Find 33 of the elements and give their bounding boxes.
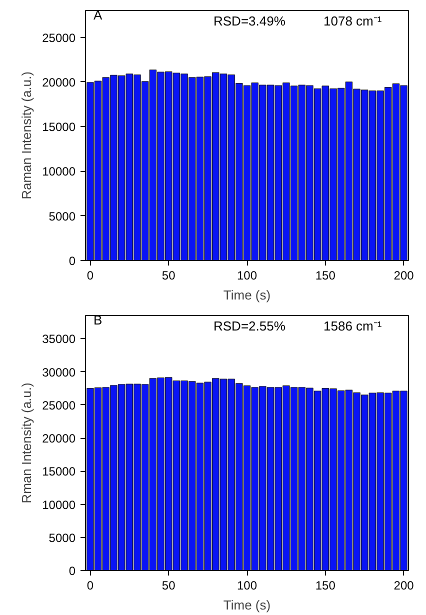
annotation: A (94, 8, 102, 22)
y-tick-label: 30000 (42, 365, 76, 380)
x-tick-label: 200 (394, 268, 414, 282)
y-tick-label: 5000 (48, 530, 76, 545)
x-axis-title: Time (s) (223, 598, 271, 612)
y-tick-label: 25000 (42, 398, 76, 412)
x-tick-label: 150 (315, 578, 336, 592)
y-tick-label: 35000 (42, 332, 76, 346)
annotation: 1586 cm⁻¹ (324, 318, 382, 334)
y-tick-label: 10000 (42, 498, 76, 512)
annotation: RSD=3.49% (214, 14, 286, 28)
y-tick-label: 10000 (42, 164, 76, 179)
y-axis-title: Rman Intensity (a.u.) (19, 382, 34, 504)
y-tick-label: 5000 (48, 209, 76, 224)
x-tick-label: 100 (236, 268, 258, 282)
x-axis-title: Time (s) (223, 288, 271, 302)
annotation: RSD=2.55% (214, 318, 286, 334)
y-tick-label: 20000 (42, 432, 76, 446)
x-tick-label: 0 (86, 578, 94, 592)
y-tick-label: 20000 (42, 75, 76, 90)
x-tick-label: 0 (86, 268, 94, 282)
annotation: 1078 cm⁻¹ (324, 14, 382, 28)
x-tick-label: 50 (162, 268, 176, 282)
y-tick-label: 25000 (42, 30, 76, 45)
y-axis-title: Raman Intensity (a.u.) (19, 72, 34, 200)
x-tick-label: 150 (315, 268, 336, 282)
y-tick-label: 15000 (42, 464, 76, 479)
y-tick-label: 0 (68, 564, 76, 578)
y-tick-label: 0 (68, 254, 76, 268)
x-tick-label: 50 (162, 578, 176, 592)
x-tick-label: 100 (236, 578, 258, 592)
y-tick-label: 15000 (42, 120, 76, 134)
x-tick-label: 200 (394, 578, 414, 592)
